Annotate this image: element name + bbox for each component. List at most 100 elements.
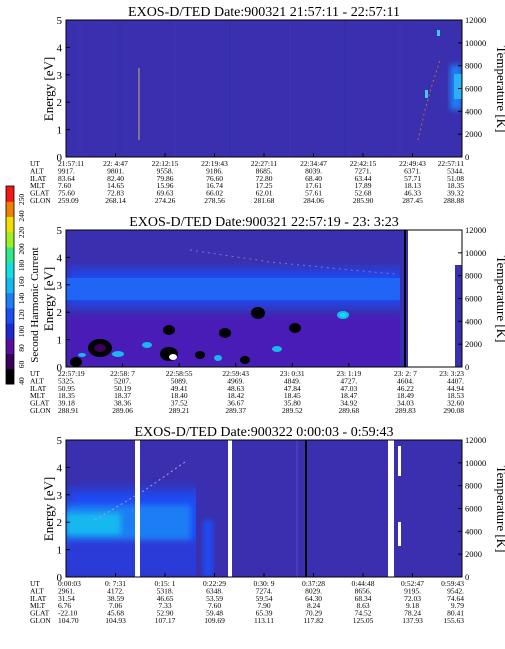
y-tick-label-right: 6000: [465, 84, 482, 94]
gap-stripe: [388, 440, 394, 577]
ephemeris-value: 4727.: [340, 376, 357, 385]
ephemeris-value: 39.18: [58, 399, 75, 408]
colorbar-tick-label: 120: [17, 309, 26, 321]
ephemeris-value: 288.88: [443, 196, 464, 205]
ephemeris-label: UT: [30, 159, 40, 168]
colorbar-swatch: [6, 368, 14, 385]
ephemeris-value: 287.45: [402, 196, 423, 205]
panel-2: EXOS-D/TED Date:900321 22:57:19 - 23: 3:…: [30, 215, 505, 415]
colorbar-swatch: [6, 216, 14, 233]
ephemeris-value: 0:37:28: [302, 579, 325, 588]
ephemeris-value: 6348.: [206, 586, 223, 595]
ephemeris-value: 22:12:15: [152, 159, 179, 168]
ephemeris-value: 46.22: [397, 384, 414, 393]
colorbar-swatch: [6, 262, 14, 278]
ephemeris-label: ILAT: [30, 594, 47, 603]
y-tick-label: 4: [57, 42, 63, 54]
ephemeris-value: 53.59: [206, 594, 223, 603]
panel-title: EXOS-D/TED Date:900321 21:57:11 - 22:57:…: [128, 5, 400, 20]
colorbar-swatch: [6, 338, 14, 355]
plot-texture: [79, 20, 401, 157]
colorbar-swatch: [6, 231, 14, 248]
ephemeris-value: 7.60: [58, 181, 71, 190]
ephemeris-value: 22: 4:47: [103, 159, 128, 168]
ephemeris-value: 22:57:11: [438, 159, 465, 168]
ephemeris-value: 37.52: [171, 399, 188, 408]
ephemeris-label: GLAT: [30, 399, 50, 408]
y-tick-label-right: 10000: [465, 248, 486, 258]
ephemeris-value: 23: 1:19: [336, 369, 361, 378]
y-tick-label-right: 6000: [465, 294, 482, 304]
ephemeris-value: 289.83: [395, 406, 416, 415]
y-axis-label-right: Temperature [K]: [494, 256, 505, 343]
y-axis-label: Energy [eV]: [41, 267, 56, 331]
ephemeris-value: 47.03: [340, 384, 357, 393]
ephemeris-value: 74.64: [447, 594, 464, 603]
axes: 0 1 2 3 4 5 0 2000 4000 6000 8000 10000 12000: [57, 15, 487, 164]
y-tick-label-right: 2000: [465, 129, 482, 139]
ephemeris-value: 17.89: [355, 181, 372, 190]
ephemeris-value: 18.35: [58, 391, 75, 400]
colorbar-ticks: 40 60 80 100 120 140 160 180 200 220 240 250: [17, 194, 26, 385]
y-axis-label-right: Temperature [K]: [494, 466, 505, 553]
y-tick-label-right: 12000: [465, 435, 486, 445]
ephemeris-value: 34.92: [340, 399, 357, 408]
colorbar-swatch: [6, 292, 14, 309]
ephemeris-value: 289.52: [282, 406, 303, 415]
ephemeris-value: 5318.: [157, 586, 174, 595]
y-tick-label: 4: [57, 462, 63, 474]
gap-column: [196, 450, 234, 577]
ephemeris-value: 35.80: [284, 399, 301, 408]
blue-patch-core: [454, 74, 462, 99]
y-tick-label: 5: [57, 435, 63, 447]
y-tick-label: 5: [57, 15, 63, 27]
ephemeris-value: 285.90: [353, 196, 374, 205]
ephemeris-value: 107.17: [155, 616, 176, 625]
ephemeris-value: 17.25: [256, 181, 273, 190]
white-mark: [398, 446, 401, 476]
ephemeris-value: 74.52: [355, 609, 372, 618]
ephemeris-value: 289.68: [339, 406, 360, 415]
gap-stripe: [228, 440, 232, 577]
ephemeris-value: 22:42:15: [350, 159, 377, 168]
ephemeris-value: 75.60: [58, 189, 75, 198]
ephemeris-label: ILAT: [30, 174, 47, 183]
ephemeris-label: GLON: [30, 406, 51, 415]
colorbar-tick-label: 140: [17, 293, 26, 305]
colorbar-tick-label: 100: [17, 326, 26, 338]
panel-1: EXOS-D/TED Date:900321 21:57:11 - 22:57:…: [30, 5, 505, 205]
ephemeris-value: 6.76: [58, 601, 71, 610]
ephemeris-value: 22:19:43: [201, 159, 228, 168]
edge-column: [455, 265, 462, 367]
cyan-speck: [425, 90, 428, 98]
ephemeris-value: 289.21: [169, 406, 190, 415]
ephemeris-value: 281.68: [254, 196, 275, 205]
ephemeris-value: 7274.: [256, 586, 273, 595]
ephemeris-value: 15.96: [157, 181, 174, 190]
dotted-trace: [189, 249, 396, 275]
panel-title: EXOS-D/TED Date:900322 0:00:03 - 0:59:43: [135, 425, 394, 440]
ephemeris-value: 104.70: [58, 616, 79, 625]
ephemeris-value: 4849.: [284, 376, 301, 385]
ephemeris-value: 2961.: [58, 586, 75, 595]
gap-stripe: [135, 440, 140, 577]
spectrogram-plot: [66, 230, 462, 367]
ephemeris-value: 259.09: [58, 196, 79, 205]
ephemeris-value: 0:15: 1: [154, 579, 175, 588]
ephemeris-value: 48.63: [227, 384, 244, 393]
y-tick-label-right: 10000: [465, 38, 486, 48]
spectrogram-plot: [66, 20, 462, 157]
ephemeris-value: 117.82: [303, 616, 324, 625]
y-tick-label-right: 8000: [465, 271, 482, 281]
ephemeris-value: 113.11: [254, 616, 274, 625]
colorbar-tick-label: 60: [17, 361, 26, 369]
y-tick-label-right: 4000: [465, 106, 482, 116]
ephemeris-value: 9542.: [447, 586, 464, 595]
panel-title: EXOS-D/TED Date:900321 22:57:19 - 23: 3:…: [129, 215, 398, 230]
ephemeris-value: 36.67: [227, 399, 244, 408]
ephemeris-label: ALT: [30, 166, 44, 175]
ephemeris-value: 7271.: [355, 166, 372, 175]
ephemeris-value: 57.71: [404, 174, 421, 183]
ephemeris-value: 8656.: [355, 586, 372, 595]
